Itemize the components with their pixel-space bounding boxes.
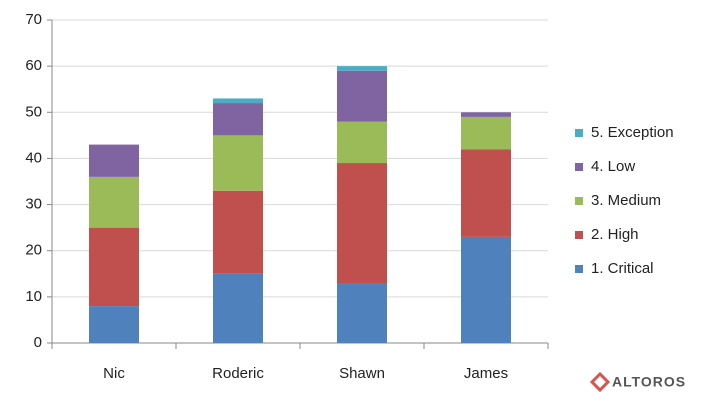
bar-segment: [213, 273, 263, 343]
logo-text: ALTOROS: [612, 374, 686, 390]
bar-segment: [89, 176, 139, 228]
bar-segment: [213, 190, 263, 274]
x-tick-label: Roderic: [212, 365, 264, 382]
legend-swatch: [575, 197, 583, 205]
y-tick-label: 10: [25, 288, 42, 305]
legend-label: 1. Critical: [591, 260, 654, 277]
y-tick-label: 40: [25, 149, 42, 166]
bar-segment: [337, 121, 387, 164]
x-tick-label: Shawn: [339, 365, 385, 382]
logo-icon: [589, 371, 611, 393]
legend-label: 3. Medium: [591, 192, 661, 209]
bar-segment: [337, 66, 387, 71]
y-tick-label: 50: [25, 103, 42, 120]
bar-segment: [213, 98, 263, 104]
legend-label: 5. Exception: [591, 124, 674, 141]
bar-segment: [213, 103, 263, 136]
bar-segment: [461, 116, 511, 150]
bar-segment: [337, 283, 387, 343]
bar-segment: [337, 163, 387, 284]
bar-segment: [89, 227, 139, 307]
legend-swatch: [575, 163, 583, 171]
y-tick-label: 60: [25, 57, 42, 74]
bar-segment: [89, 306, 139, 343]
y-tick-label: 0: [34, 334, 42, 351]
y-tick-label: 20: [25, 242, 42, 259]
bar-segment: [89, 144, 139, 177]
bar-segment: [337, 70, 387, 122]
legend-swatch: [575, 129, 583, 137]
legend-swatch: [575, 265, 583, 273]
y-tick-label: 30: [25, 196, 42, 213]
legend-label: 4. Low: [591, 158, 635, 175]
logo: ALTOROS: [589, 371, 686, 393]
x-tick-label: Nic: [103, 365, 125, 382]
y-tick-label: 70: [25, 11, 42, 28]
legend-label: 2. High: [591, 226, 639, 243]
x-tick-label: James: [464, 365, 508, 382]
legend-swatch: [575, 231, 583, 239]
bar-segment: [461, 236, 511, 343]
bar-segment: [213, 135, 263, 191]
bar-segment: [461, 149, 511, 237]
bar-segment: [461, 112, 511, 117]
